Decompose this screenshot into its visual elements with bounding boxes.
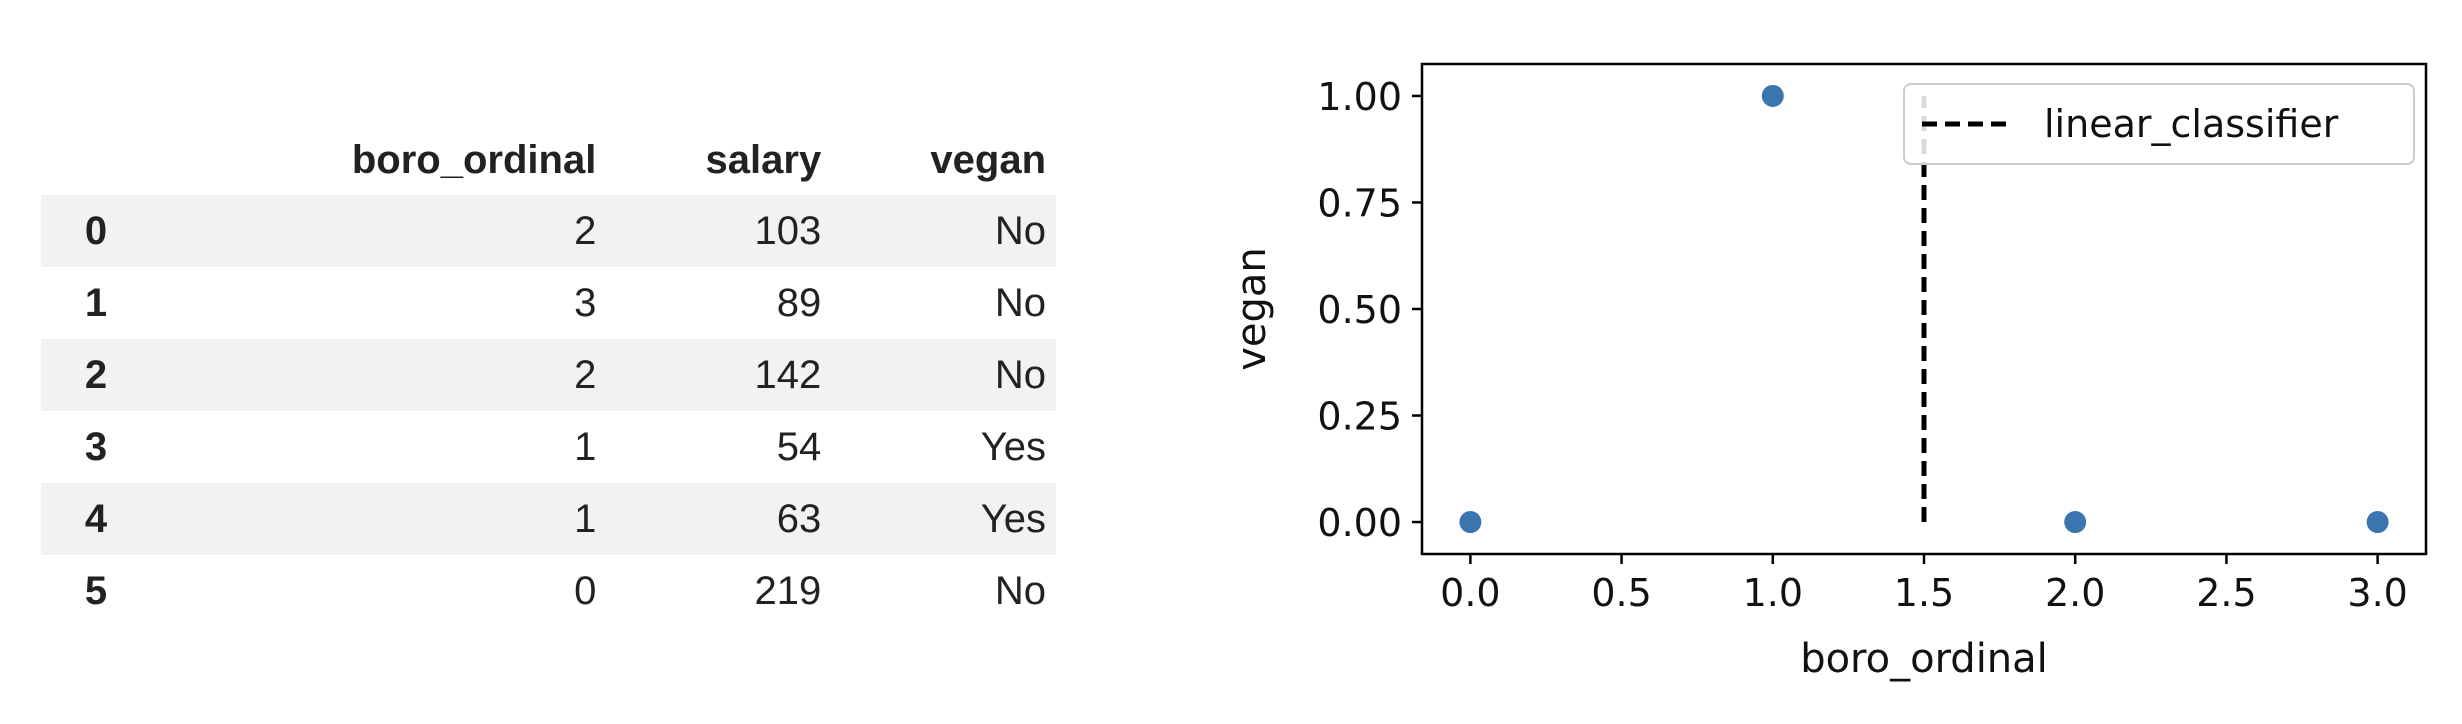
cell-boro-ordinal: 3: [574, 280, 597, 325]
chart-marks: [1459, 84, 2389, 534]
cell-boro-ordinal: 2: [574, 352, 597, 397]
table-header-row: boro_ordinal salary vegan: [41, 125, 1056, 195]
chart-legend: linear_classifier: [1903, 83, 2415, 165]
index-header: [41, 125, 151, 195]
table-row: 2 2 142 No: [41, 339, 1056, 411]
x-tick-label: 2.0: [2045, 571, 2105, 615]
y-axis-label: vegan: [1229, 247, 1275, 371]
y-tick-label: 0.50: [1317, 288, 1402, 332]
row-index: 3: [84, 424, 108, 469]
cell-vegan: No: [994, 352, 1046, 397]
x-tick-label: 1.0: [1743, 571, 1803, 615]
y-tick-label: 0.75: [1317, 181, 1402, 225]
cell-boro-ordinal: 2: [574, 208, 597, 253]
cell-salary: 103: [754, 208, 822, 253]
y-tick-label: 1.00: [1317, 75, 1402, 119]
cell-boro-ordinal: 1: [574, 424, 597, 469]
column-header-salary: salary: [705, 137, 822, 182]
data-point: [1459, 511, 1482, 534]
cell-vegan: No: [994, 280, 1046, 325]
cell-salary: 89: [776, 280, 822, 325]
column-header-boro-ordinal: boro_ordinal: [351, 137, 597, 182]
data-point: [1761, 84, 1784, 107]
cell-boro-ordinal: 0: [574, 568, 597, 613]
cell-vegan: Yes: [980, 496, 1046, 541]
cell-salary: 63: [776, 496, 822, 541]
cell-vegan: Yes: [980, 424, 1046, 469]
x-tick-label: 0.0: [1440, 571, 1500, 615]
cell-vegan: No: [994, 208, 1046, 253]
data-point: [2366, 511, 2389, 534]
table-row: 5 0 219 No: [41, 555, 1056, 627]
row-index: 0: [84, 208, 108, 253]
table-row: 3 1 54 Yes: [41, 411, 1056, 483]
cell-boro-ordinal: 1: [574, 496, 597, 541]
row-index: 4: [84, 496, 108, 541]
table-row: 0 2 103 No: [41, 195, 1056, 267]
x-tick-label: 1.5: [1894, 571, 1954, 615]
table-row: 4 1 63 Yes: [41, 483, 1056, 555]
data-point: [2064, 511, 2087, 534]
legend-label: linear_classifier: [2044, 102, 2339, 146]
row-index: 5: [84, 568, 108, 613]
x-tick-label: 2.5: [2196, 571, 2256, 615]
y-tick-label: 0.25: [1317, 395, 1402, 439]
row-index: 2: [84, 352, 108, 397]
cell-salary: 54: [776, 424, 822, 469]
cell-salary: 142: [754, 352, 822, 397]
plot-frame: [1420, 62, 2428, 556]
row-index: 1: [84, 280, 108, 325]
axis-ticks: 0.0 0.5 1.0 1.5 2.0 2.5 3.0 0.00 0.25 0.50 0.75 1.0…: [1317, 75, 2407, 615]
cell-vegan: No: [994, 568, 1046, 613]
x-tick-label: 3.0: [2347, 571, 2407, 615]
dataframe-table: boro_ordinal salary vegan 0 2 103 No 1 3…: [41, 125, 1056, 627]
y-tick-label: 0.00: [1317, 501, 1402, 545]
legend-box: [1903, 83, 2415, 165]
cell-salary: 219: [754, 568, 822, 613]
column-header-vegan: vegan: [930, 137, 1046, 182]
x-tick-label: 0.5: [1591, 571, 1651, 615]
scatter-chart: 0.0 0.5 1.0 1.5 2.0 2.5 3.0 0.00 0.25 0.50 0.75 1.0…: [1229, 62, 2428, 682]
table-row: 1 3 89 No: [41, 267, 1056, 339]
x-axis-label: boro_ordinal: [1800, 636, 2048, 682]
